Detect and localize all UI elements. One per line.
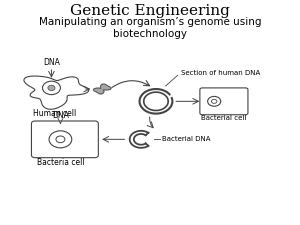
Text: Bacteria cell: Bacteria cell [37,158,84,167]
Text: DNA: DNA [43,58,60,67]
Text: DNA: DNA [52,111,69,120]
Text: Bacterial DNA: Bacterial DNA [162,136,210,142]
Circle shape [56,136,65,143]
Text: Manipulating an organism’s genome using
biotechnology: Manipulating an organism’s genome using … [39,18,261,39]
Circle shape [48,85,55,91]
Text: Bacterial cell: Bacterial cell [201,115,247,121]
Circle shape [212,99,217,103]
Text: Section of human DNA: Section of human DNA [182,70,261,76]
Circle shape [144,92,168,110]
Polygon shape [93,84,111,94]
Text: Genetic Engineering: Genetic Engineering [70,4,230,18]
Text: Human cell: Human cell [33,109,76,118]
